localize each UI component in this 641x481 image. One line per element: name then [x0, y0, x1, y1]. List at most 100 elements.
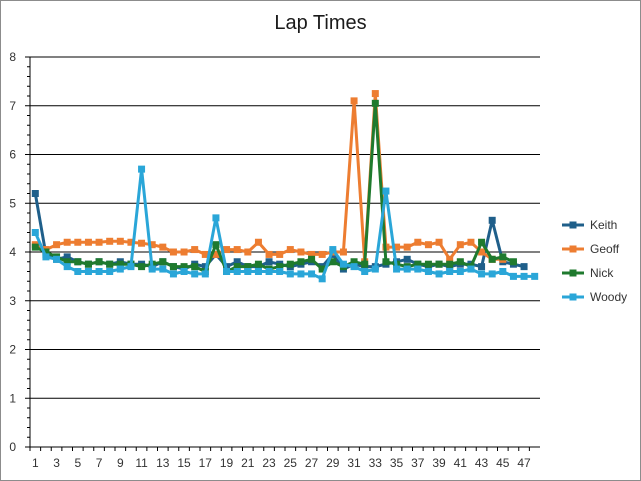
legend-item-nick: Nick	[562, 266, 614, 280]
data-point	[106, 268, 114, 275]
data-point	[116, 237, 124, 245]
legend-item-keith: Keith	[562, 218, 617, 232]
data-point	[31, 243, 39, 251]
data-point	[414, 238, 422, 246]
x-tick-label: 15	[177, 456, 191, 470]
data-point	[74, 268, 82, 275]
x-tick-label: 21	[241, 456, 255, 470]
data-point	[63, 258, 71, 266]
data-point	[478, 238, 486, 246]
data-point	[371, 90, 379, 98]
data-point	[127, 238, 135, 246]
data-point	[509, 258, 517, 266]
data-point	[74, 258, 82, 266]
y-tick-label: 1	[9, 391, 16, 405]
x-tick-label: 7	[96, 456, 103, 470]
data-point	[446, 268, 454, 275]
x-tick-label: 41	[454, 456, 468, 470]
data-point	[435, 260, 443, 268]
x-tick-label: 33	[369, 456, 383, 470]
data-point	[191, 246, 199, 254]
x-tick-label: 39	[432, 456, 446, 470]
legend-item-woody: Woody	[562, 290, 627, 304]
data-point	[424, 268, 432, 275]
y-tick-label: 2	[9, 343, 16, 357]
data-point	[116, 260, 124, 268]
data-point	[138, 165, 146, 173]
data-point	[393, 243, 401, 251]
data-point	[138, 239, 146, 247]
legend-label: Woody	[590, 290, 627, 304]
legend-label: Geoff	[590, 242, 620, 256]
x-tick-label: 43	[475, 456, 489, 470]
data-point	[265, 250, 273, 258]
data-point	[435, 238, 443, 246]
data-point	[106, 237, 114, 245]
x-tick-label: 13	[156, 456, 170, 470]
data-point	[127, 263, 135, 271]
data-point	[276, 250, 284, 258]
data-point	[212, 250, 220, 258]
data-point	[180, 263, 188, 271]
legend-swatch-marker	[569, 221, 577, 229]
y-tick-label: 4	[9, 245, 16, 259]
data-point	[499, 268, 507, 275]
x-tick-label: 45	[496, 456, 510, 470]
data-point	[318, 265, 326, 273]
data-point	[84, 268, 92, 275]
y-tick-label: 3	[9, 294, 16, 308]
data-point	[169, 248, 177, 256]
x-tick-label: 27	[305, 456, 319, 470]
data-point	[467, 265, 475, 273]
data-point	[244, 268, 252, 275]
data-point	[169, 263, 177, 271]
x-tick-label: 9	[117, 456, 124, 470]
data-point	[414, 260, 422, 268]
data-point	[244, 248, 252, 256]
series-keith	[31, 190, 528, 273]
data-point	[180, 268, 188, 275]
data-point	[371, 99, 379, 107]
data-point	[329, 258, 337, 266]
data-point	[265, 258, 273, 266]
data-point	[159, 265, 167, 273]
legend-label: Nick	[590, 266, 614, 280]
legend-swatch-marker	[569, 269, 577, 277]
data-point	[254, 268, 262, 275]
legend-label: Keith	[590, 218, 617, 232]
data-point	[350, 97, 358, 105]
series-line-geoff	[34, 92, 503, 264]
data-point	[223, 268, 231, 275]
data-point	[95, 268, 103, 275]
data-point	[339, 248, 347, 256]
data-point	[382, 187, 390, 195]
data-point	[456, 258, 464, 266]
data-point	[63, 253, 71, 261]
data-point	[414, 265, 422, 273]
data-point	[84, 238, 92, 246]
x-tick-label: 31	[347, 456, 361, 470]
data-point	[371, 265, 379, 273]
data-point	[286, 246, 294, 254]
data-point	[456, 268, 464, 275]
x-tick-label: 35	[390, 456, 404, 470]
series-lines	[31, 90, 539, 283]
data-point	[488, 216, 496, 224]
x-tick-label: 11	[135, 456, 148, 470]
data-point	[488, 255, 496, 263]
data-point	[339, 260, 347, 268]
data-point	[42, 253, 50, 261]
data-point	[31, 190, 39, 197]
x-tick-label: 19	[220, 456, 234, 470]
data-point	[201, 250, 209, 258]
data-point	[191, 263, 199, 271]
data-point	[233, 246, 241, 254]
data-point	[488, 270, 496, 278]
data-point	[180, 248, 188, 256]
x-tick-label: 3	[53, 456, 60, 470]
data-point	[308, 255, 316, 263]
data-point	[478, 270, 486, 278]
data-point	[212, 241, 220, 249]
legend: Keith Geoff Nick Woody	[562, 218, 627, 304]
data-point	[350, 263, 358, 271]
